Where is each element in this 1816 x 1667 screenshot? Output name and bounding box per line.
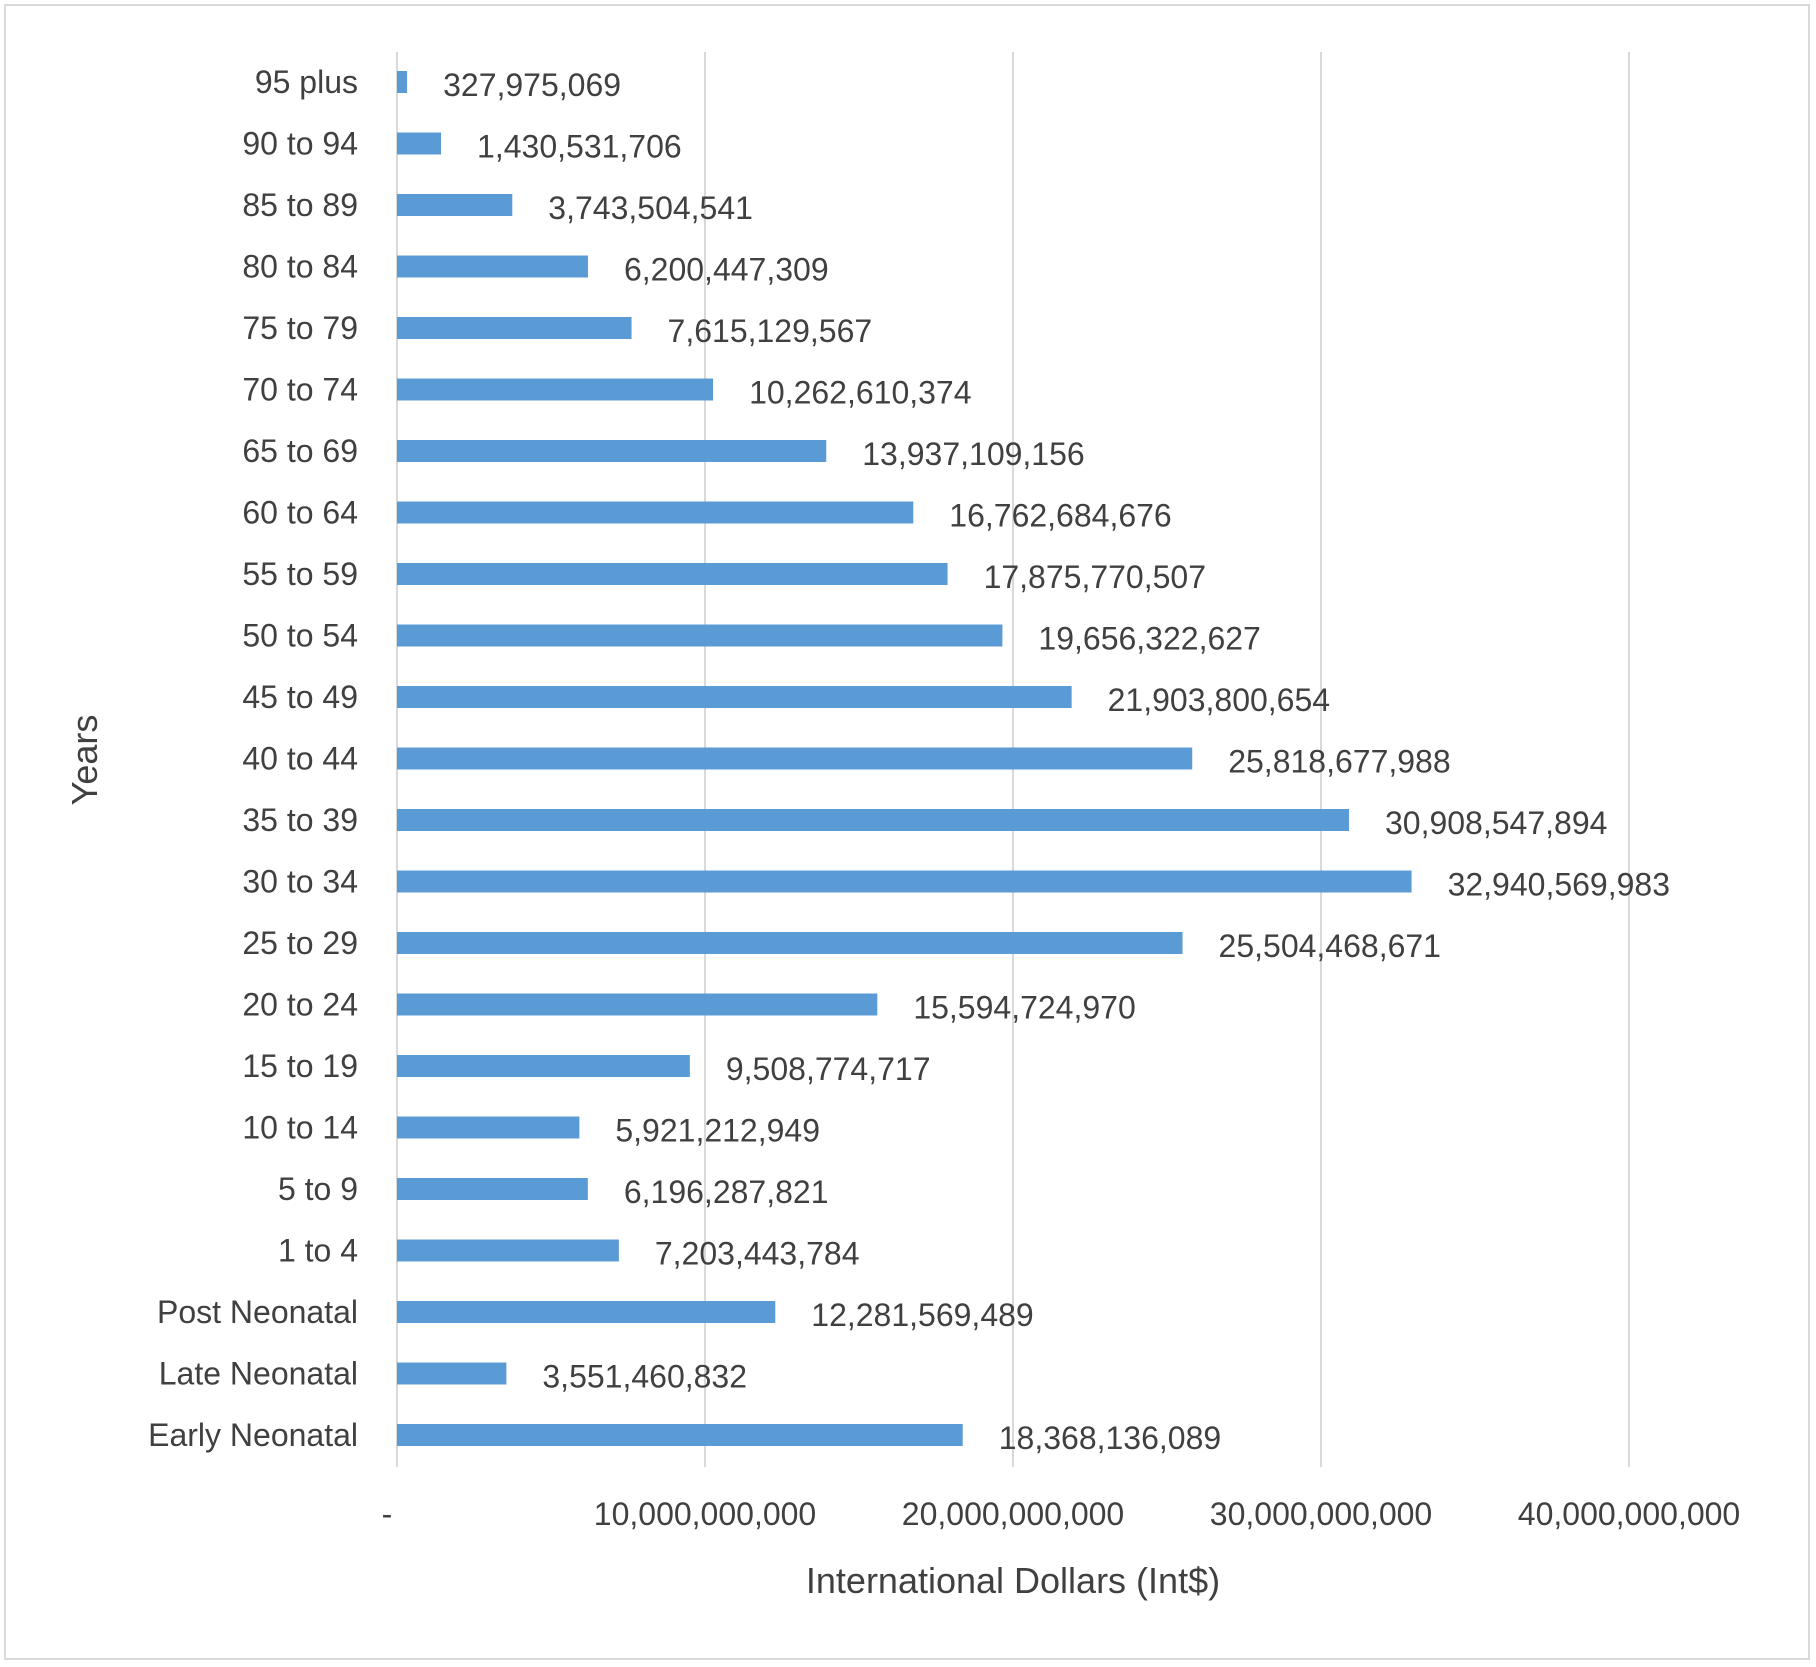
data-label: 3,551,460,832: [542, 1359, 747, 1395]
bar: [397, 378, 714, 401]
y-tick-label: 90 to 94: [242, 126, 358, 162]
bar: [397, 132, 442, 155]
data-label: 21,903,800,654: [1108, 682, 1330, 718]
x-tick-label: -: [382, 1496, 393, 1532]
data-label: 19,656,322,627: [1038, 621, 1260, 657]
data-label: 10,262,610,374: [749, 375, 971, 411]
data-label: 7,615,129,567: [668, 313, 873, 349]
data-label: 1,430,531,706: [477, 129, 682, 165]
data-label: 6,196,287,821: [624, 1174, 829, 1210]
data-label: 25,504,468,671: [1219, 928, 1441, 964]
x-tick-label: 20,000,000,000: [902, 1496, 1124, 1532]
data-label: 15,594,724,970: [913, 990, 1135, 1026]
data-label: 3,743,504,541: [548, 190, 753, 226]
x-tick-label: 40,000,000,000: [1518, 1496, 1740, 1532]
y-tick-label: 55 to 59: [242, 556, 358, 592]
y-tick-label: 20 to 24: [242, 987, 358, 1023]
bar: [397, 501, 914, 524]
y-tick-label: 70 to 74: [242, 372, 358, 408]
bar: [397, 1116, 580, 1139]
bar: [397, 932, 1183, 954]
bar: [397, 686, 1072, 708]
data-label: 18,368,136,089: [999, 1420, 1221, 1456]
y-tick-label: 45 to 49: [242, 679, 358, 715]
bar: [397, 1424, 963, 1446]
data-label: 32,940,569,983: [1448, 867, 1670, 903]
bar: [397, 747, 1193, 770]
bar: [397, 624, 1003, 647]
x-axis-title: International Dollars (Int$): [806, 1560, 1220, 1601]
y-tick-label: 30 to 34: [242, 864, 358, 900]
data-label: 17,875,770,507: [984, 559, 1206, 595]
y-tick-label: 50 to 54: [242, 618, 358, 654]
data-label: 12,281,569,489: [811, 1297, 1033, 1333]
bar: [397, 870, 1412, 893]
y-tick-label: 65 to 69: [242, 433, 358, 469]
bar: [397, 993, 878, 1016]
y-tick-label: 60 to 64: [242, 495, 358, 531]
bar: [397, 1362, 507, 1385]
x-tick-label: 10,000,000,000: [594, 1496, 816, 1532]
y-tick-label: Early Neonatal: [148, 1417, 358, 1453]
bar: [397, 1055, 690, 1077]
y-tick-label: 40 to 44: [242, 741, 358, 777]
y-tick-label: Post Neonatal: [157, 1294, 358, 1330]
bar: [397, 440, 827, 462]
bar: [397, 1301, 776, 1323]
bar: [397, 1239, 619, 1262]
bar: [397, 71, 408, 93]
bar: [397, 317, 632, 339]
y-tick-label: 85 to 89: [242, 187, 358, 223]
data-label: 7,203,443,784: [655, 1236, 860, 1272]
y-tick-label: 95 plus: [255, 64, 358, 100]
data-label: 16,762,684,676: [949, 498, 1171, 534]
data-label: 327,975,069: [443, 67, 621, 103]
y-tick-label: Late Neonatal: [159, 1356, 358, 1392]
y-axis-title: Years: [64, 715, 105, 806]
chart-frame: [4, 4, 1810, 1660]
data-label: 6,200,447,309: [624, 252, 829, 288]
y-tick-label: 25 to 29: [242, 925, 358, 961]
data-label: 5,921,212,949: [615, 1113, 820, 1149]
y-tick-label: 75 to 79: [242, 310, 358, 346]
y-tick-label: 15 to 19: [242, 1048, 358, 1084]
data-label: 13,937,109,156: [862, 436, 1084, 472]
bar: [397, 194, 513, 216]
data-label: 30,908,547,894: [1385, 805, 1607, 841]
data-label: 25,818,677,988: [1228, 744, 1450, 780]
y-tick-label: 1 to 4: [278, 1233, 358, 1269]
y-tick-label: 80 to 84: [242, 249, 358, 285]
y-tick-label: 10 to 14: [242, 1110, 358, 1146]
y-tick-label: 5 to 9: [278, 1171, 358, 1207]
bar: [397, 809, 1349, 831]
x-tick-label: 30,000,000,000: [1210, 1496, 1432, 1532]
y-tick-label: 35 to 39: [242, 802, 358, 838]
bar: [397, 1178, 588, 1200]
bar: [397, 255, 588, 278]
data-label: 9,508,774,717: [726, 1051, 931, 1087]
bar: [397, 563, 948, 585]
